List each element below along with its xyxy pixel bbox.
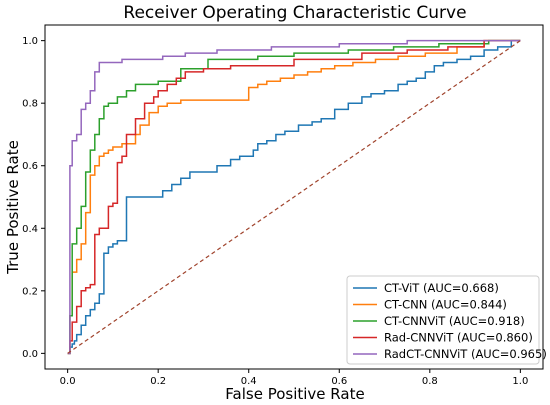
- y-tick-label: 0.4: [22, 224, 38, 235]
- roc-line-series-1: [67, 39, 521, 355]
- y-tick-label: 0.8: [22, 99, 38, 110]
- x-tick-label: 0.8: [422, 376, 438, 387]
- x-axis-title: False Positive Rate: [225, 385, 364, 403]
- roc-line-series-4: [67, 39, 521, 355]
- plot-area: 0.0 0.2 0.4 0.6 0.8 1.0 0.0 0.2 0.4 0.6 0.8 1.0 CT-V…: [22, 24, 547, 387]
- legend-label: CT-CNNViT (AUC=0.918): [384, 314, 525, 328]
- y-axis-title: True Positive Rate: [4, 140, 22, 275]
- chart-title: Receiver Operating Characteristic Curve: [123, 3, 466, 23]
- x-tick-label: 0.6: [331, 376, 347, 387]
- roc-line-series-5: [67, 39, 521, 355]
- legend-label: Rad-CNNViT (AUC=0.860): [384, 331, 533, 345]
- x-tick-label: 0.4: [241, 376, 257, 387]
- y-tick-label: 0.2: [22, 286, 38, 297]
- roc-line-series-3: [67, 39, 521, 355]
- legend-label: CT-CNN (AUC=0.844): [384, 298, 507, 312]
- roc-line-series-2: [67, 39, 521, 355]
- y-tick-label: 0.0: [22, 349, 38, 360]
- x-tick-label: 0.0: [60, 376, 76, 387]
- legend-box: [346, 275, 540, 365]
- legend-label: CT-ViT (AUC=0.668): [384, 281, 499, 295]
- y-tick-label: 1.0: [22, 36, 38, 47]
- x-tick-label: 0.2: [150, 376, 166, 387]
- chance-diagonal-line: [67, 40, 521, 354]
- legend-label: RadCT-CNNViT (AUC=0.965): [384, 347, 547, 361]
- y-tick-label: 0.6: [22, 161, 38, 172]
- plot-frame: [44, 24, 544, 370]
- x-tick-label: 1.0: [512, 376, 528, 387]
